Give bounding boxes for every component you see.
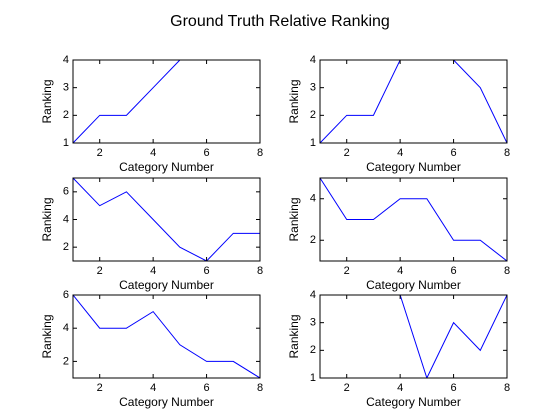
y-tick-label: 6 [63, 289, 69, 301]
x-tick-label: 8 [504, 147, 510, 159]
x-tick-label: 4 [397, 382, 403, 394]
x-tick-label: 2 [344, 265, 350, 277]
y-axis-label: Ranking [40, 314, 54, 358]
y-tick-label: 1 [63, 137, 69, 149]
y-tick-label: 4 [63, 54, 69, 66]
x-tick-label: 6 [204, 147, 210, 159]
plot-area [73, 295, 260, 378]
x-axis-label: Category Number [119, 160, 214, 174]
y-tick-label: 2 [310, 344, 316, 356]
x-axis-label: Category Number [366, 395, 461, 409]
axes-box [72, 59, 261, 144]
plot-area [73, 60, 260, 143]
x-tick-label: 2 [344, 382, 350, 394]
y-tick-label: 2 [310, 109, 316, 121]
y-axis-label: Ranking [287, 314, 301, 358]
y-tick-label: 1 [310, 372, 316, 384]
x-axis-label: Category Number [366, 278, 461, 292]
axes-box [319, 59, 508, 144]
x-axis-label: Category Number [366, 160, 461, 174]
x-tick-label: 4 [397, 147, 403, 159]
axes-box [319, 294, 508, 379]
plot-area [73, 178, 260, 261]
x-tick-label: 8 [257, 382, 263, 394]
x-tick-label: 2 [97, 265, 103, 277]
y-tick-label: 3 [63, 82, 69, 94]
x-tick-label: 2 [344, 147, 350, 159]
data-line [399, 295, 507, 378]
data-line [73, 60, 260, 143]
x-tick-label: 4 [397, 265, 403, 277]
y-axis-label: Ranking [287, 197, 301, 241]
x-tick-label: 4 [150, 382, 156, 394]
data-line [73, 295, 260, 378]
x-tick-label: 8 [504, 265, 510, 277]
x-tick-label: 8 [257, 147, 263, 159]
y-tick-label: 2 [63, 109, 69, 121]
y-tick-label: 2 [63, 241, 69, 253]
y-axis-label: Ranking [287, 79, 301, 123]
x-tick-label: 6 [204, 265, 210, 277]
plot-area [399, 295, 507, 378]
data-line [320, 178, 507, 261]
x-tick-label: 8 [257, 265, 263, 277]
y-tick-label: 2 [63, 355, 69, 367]
x-tick-label: 6 [451, 382, 457, 394]
x-tick-label: 2 [97, 382, 103, 394]
x-axis-label: Category Number [119, 395, 214, 409]
x-axis-label: Category Number [119, 278, 214, 292]
axes-box [72, 294, 261, 379]
y-tick-label: 2 [310, 234, 316, 246]
plot-area [320, 178, 507, 261]
y-tick-label: 6 [63, 186, 69, 198]
y-tick-label: 4 [310, 289, 316, 301]
x-tick-label: 4 [150, 265, 156, 277]
y-axis-label: Ranking [40, 197, 54, 241]
y-axis-label: Ranking [40, 79, 54, 123]
figure-title: Ground Truth Relative Ranking [170, 13, 390, 30]
y-tick-label: 4 [63, 322, 69, 334]
x-tick-label: 8 [504, 382, 510, 394]
y-tick-label: 4 [310, 193, 316, 205]
data-line [320, 60, 507, 143]
y-tick-label: 3 [310, 82, 316, 94]
axes-box [319, 177, 508, 262]
x-tick-label: 4 [150, 147, 156, 159]
data-line [73, 178, 260, 261]
x-tick-label: 6 [451, 265, 457, 277]
y-tick-label: 4 [63, 213, 69, 225]
y-tick-label: 1 [310, 137, 316, 149]
y-tick-label: 3 [310, 317, 316, 329]
x-tick-label: 6 [451, 147, 457, 159]
x-tick-label: 2 [97, 147, 103, 159]
y-tick-label: 4 [310, 54, 316, 66]
plot-area [320, 60, 507, 143]
x-tick-label: 6 [204, 382, 210, 394]
